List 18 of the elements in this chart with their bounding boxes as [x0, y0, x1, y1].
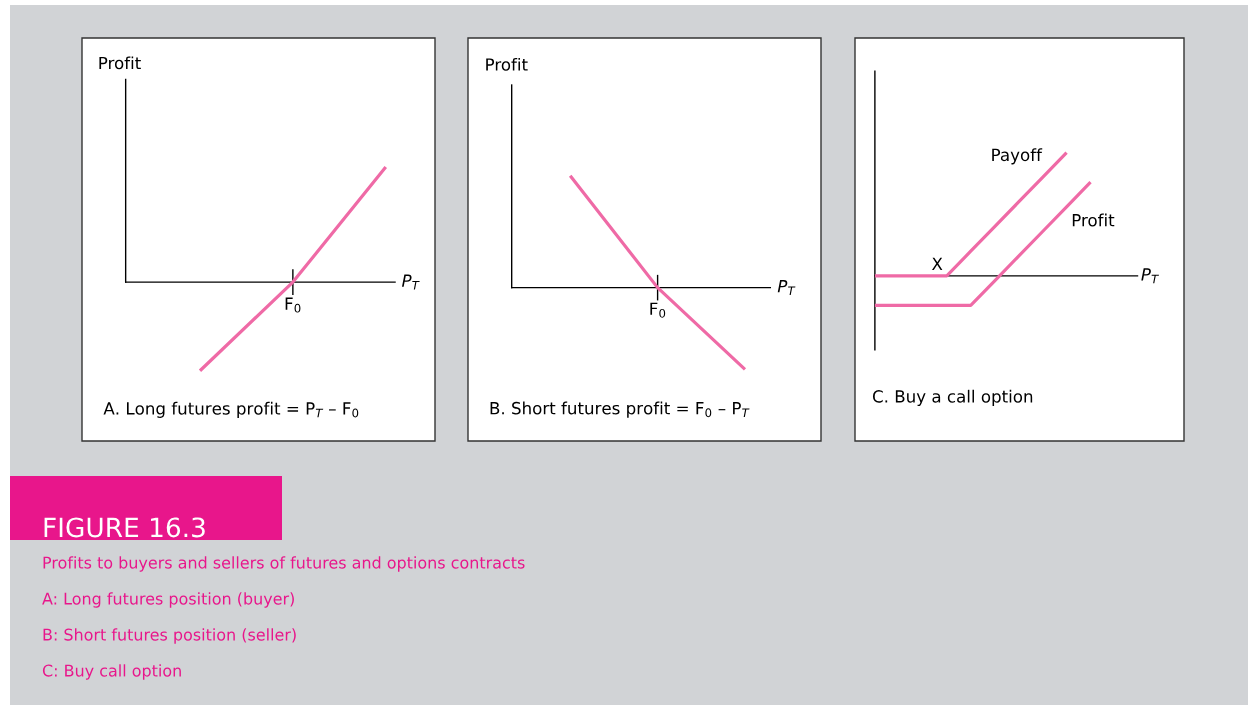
text: A: Long futures position (buyer) [42, 592, 294, 608]
text: A. Long futures profit = P$_{T}$ – F$_{0}$ [103, 401, 359, 418]
y-axis-title: Profit [99, 56, 141, 70]
text: C. Buy a call option [872, 389, 1033, 406]
text: B. Short futures profit = F$_{0}$ – P$_{T}$ [490, 401, 750, 418]
series-label: Profit [1072, 213, 1115, 227]
y-axis-title: Profit [486, 57, 528, 71]
annotation: F$_{0}$ [285, 297, 301, 313]
series-label: Payoff [992, 148, 1043, 165]
annotation: X [931, 257, 943, 270]
text: B: Short futures position (seller) [43, 628, 296, 644]
x-axis-title: P$_{T}$ [1141, 268, 1159, 284]
text: FIGURE 16.3 [44, 517, 205, 538]
x-axis-title: P$_{T}$ [402, 274, 420, 290]
text: Profits to buyers and sellers of futures and options contracts [43, 556, 525, 572]
annotation: F$_{0}$ [650, 302, 666, 318]
text: C: Buy call option [42, 664, 181, 680]
x-axis-title: P$_{T}$ [777, 280, 796, 295]
